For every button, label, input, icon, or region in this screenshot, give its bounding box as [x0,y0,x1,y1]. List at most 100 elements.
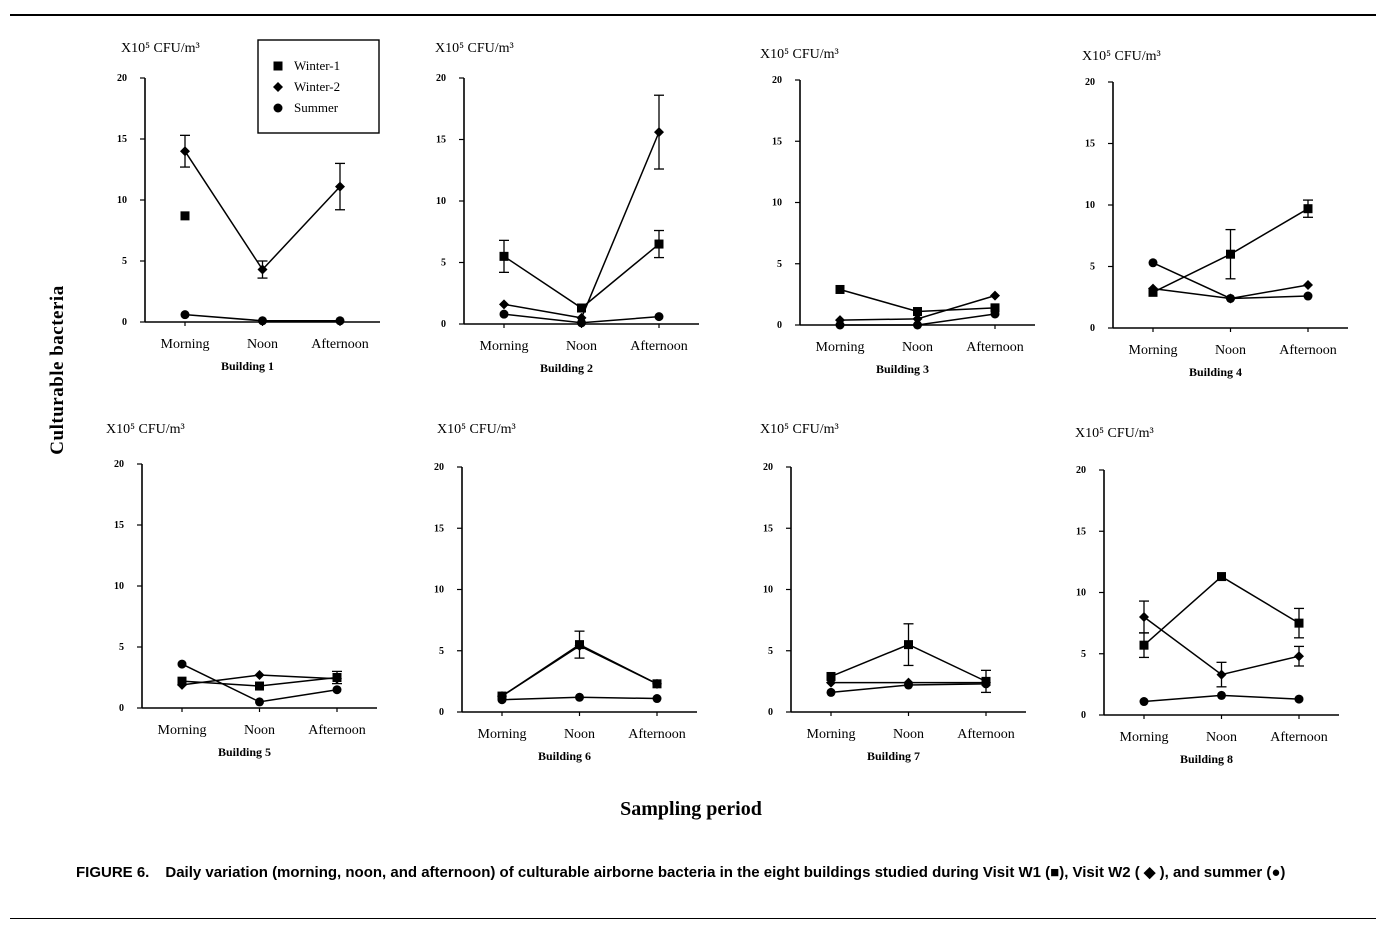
winter-1-point [835,284,845,294]
summer-point [180,310,190,320]
y-tick-label: 5 [441,258,446,269]
x-tick-label: Noon [1206,730,1237,745]
y-tick-label: 0 [122,317,127,328]
y-tick-label: 15 [772,136,782,147]
x-tick-label: Noon [244,723,275,738]
winter-2-point [177,679,187,690]
winter-2-point [574,640,585,651]
winter-2-point [1148,283,1158,294]
y-tick-label: 10 [436,196,446,207]
y-tick-label: 20 [114,459,124,470]
panel-title: Building 5 [218,745,271,759]
y-tick-label: 20 [772,75,782,86]
summer-point [258,316,267,326]
y-tick-label: 15 [434,523,444,534]
x-tick-label: Noon [1215,343,1246,358]
caption-label: FIGURE 6. [76,864,150,881]
legend-marker-circle [273,103,283,113]
winter-1-point [1303,204,1313,214]
legend-label: Summer [294,100,339,115]
y-tick-label: 15 [1085,139,1095,150]
winter-1-point [255,681,264,691]
figure-frame [10,14,1376,919]
x-tick-label: Morning [807,727,856,742]
y-tick-label: 10 [117,195,127,206]
panel-building-6: X10⁵ CFU/m³ 0 5 10 15 20 Morning Noon Afternoon B… [434,422,697,763]
x-tick-label: Noon [247,337,278,352]
winter-1-line [503,243,660,309]
x-tick-label: Noon [902,340,933,355]
summer-point [654,312,664,322]
winter-1-point [577,303,586,313]
y-tick-label: 15 [436,135,446,146]
winter-1-point [1217,572,1226,582]
y-tick-label: 0 [768,707,773,718]
unit-label: X10⁵ CFU/m³ [437,422,516,437]
x-tick-label: Morning [480,339,529,354]
winter-2-point [499,299,509,310]
panel-title: Building 4 [1189,365,1242,379]
unit-label: X10⁵ CFU/m³ [760,422,839,437]
x-tick-label: Morning [816,340,865,355]
panel-title: Building 6 [538,749,591,763]
winter-2-point [826,677,836,688]
summer-point [1294,694,1304,704]
summer-point [1148,258,1158,268]
winter-1-point [990,303,1000,313]
summer-point [913,320,922,330]
x-tick-label: Afternoon [1270,730,1328,745]
x-tick-label: Morning [1129,343,1178,358]
x-axis-label: Sampling period [620,798,762,820]
panel-building-2: X10⁵ CFU/m³ 0 5 10 15 20 Morning Noon Afternoon B… [435,41,699,375]
figure-caption: FIGURE 6. Daily variation (morning, noon,… [76,862,1336,883]
panel-title: Building 3 [876,362,929,376]
y-tick-label: 0 [1081,710,1086,721]
winter-2-point [654,127,664,138]
legend: Winter-1 Winter-2 Summer [257,39,380,134]
y-tick-label: 0 [777,320,782,331]
summer-point [826,687,836,697]
winter-1-point [180,211,190,221]
panel-building-3: X10⁵ CFU/m³ 0 5 10 15 20 Morning Noon Afternoon B… [760,47,1035,376]
y-tick-label: 5 [122,256,127,267]
x-tick-label: Afternoon [1279,343,1337,358]
winter-2-point [990,290,1000,301]
panel-building-4: X10⁵ CFU/m³ 0 5 10 15 20 Morning Noon Afternoon B… [1082,49,1348,379]
y-tick-label: 0 [1090,323,1095,334]
y-tick-label: 15 [763,523,773,534]
panel-building-8: X10⁵ CFU/m³ 0 5 10 15 20 Morning Noon Afternoon B… [1075,426,1339,766]
winter-2-line [184,150,341,271]
summer-point [990,309,1000,319]
y-tick-label: 10 [763,585,773,596]
panel-building-1: X10⁵ CFU/m³ 0 5 10 15 20 Morning Noon Afternoon B… [117,41,380,373]
x-tick-label: Morning [1120,730,1169,745]
y-tick-label: 20 [436,73,446,84]
y-tick-label: 5 [119,642,124,653]
winter-2-point [180,146,190,157]
x-tick-label: Morning [158,723,207,738]
y-tick-label: 15 [1076,526,1086,537]
summer-point [1139,697,1149,707]
summer-point [499,309,509,319]
y-tick-label: 20 [763,462,773,473]
y-tick-label: 10 [772,198,782,209]
y-tick-label: 0 [441,319,446,330]
y-tick-label: 20 [117,73,127,84]
winter-2-point [1303,279,1313,290]
y-tick-label: 5 [1090,262,1095,273]
winter-2-line [503,131,660,319]
unit-label: X10⁵ CFU/m³ [760,47,839,62]
y-tick-label: 0 [439,707,444,718]
summer-point [1226,293,1235,303]
unit-label: X10⁵ CFU/m³ [1075,426,1154,441]
winter-2-point [1216,669,1227,680]
panel-title: Building 1 [221,359,274,373]
y-tick-label: 10 [114,581,124,592]
y-tick-label: 5 [1081,649,1086,660]
x-tick-label: Noon [564,727,595,742]
x-tick-label: Afternoon [628,727,686,742]
winter-2-point [257,264,268,275]
x-tick-label: Morning [161,337,210,352]
unit-label: X10⁵ CFU/m³ [435,41,514,56]
